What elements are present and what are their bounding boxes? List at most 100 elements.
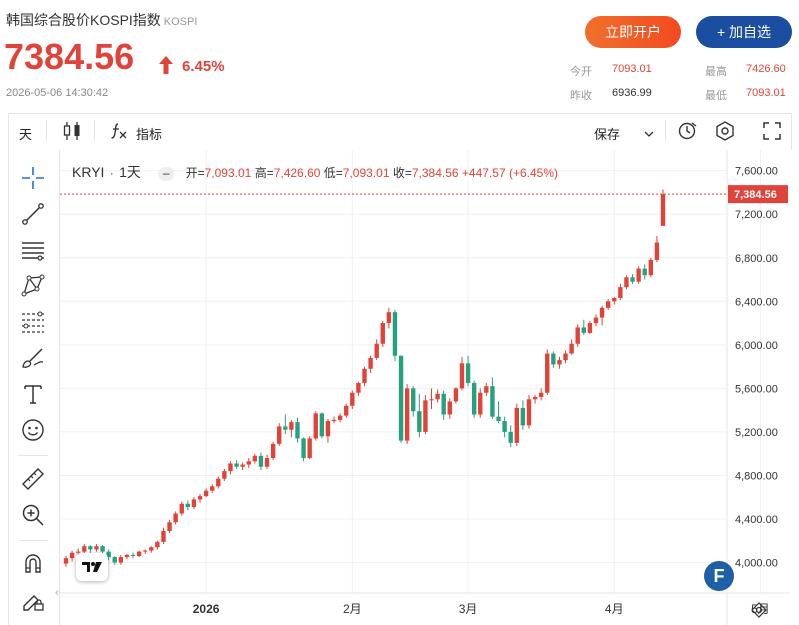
magnet-icon[interactable]	[18, 548, 48, 578]
candle-body	[545, 353, 550, 393]
stat-open-value: 7093.01	[612, 63, 652, 75]
crosshair-icon[interactable]	[18, 163, 48, 193]
candle-body	[82, 546, 87, 552]
candle-body	[398, 355, 404, 441]
candle-body	[642, 268, 647, 276]
candle-body	[246, 461, 251, 465]
collapse-legend-icon[interactable]: –	[158, 166, 175, 181]
open-account-button[interactable]: 立即开户	[585, 16, 681, 48]
candle-body	[478, 392, 483, 415]
candle-body	[587, 323, 593, 333]
candle-body	[526, 399, 532, 426]
last-price-text: 7,384.56	[734, 189, 777, 201]
collapse-handle-icon[interactable]: ‹	[55, 587, 59, 599]
legend-close: 7,384.56	[411, 166, 459, 180]
fullscreen-icon[interactable]	[762, 121, 782, 146]
pattern-icon[interactable]	[18, 271, 48, 301]
candle-body	[258, 455, 264, 467]
candles-icon[interactable]	[62, 120, 82, 147]
candle-body	[185, 503, 191, 508]
candle-body	[252, 455, 258, 462]
candle-body	[319, 413, 325, 437]
candle-body	[331, 419, 337, 422]
candle-body	[508, 431, 513, 443]
tradingview-logo[interactable]	[76, 553, 108, 581]
stat-prev-close-value: 6936.99	[612, 87, 652, 99]
y-tick-label: 7,200.00	[735, 209, 778, 221]
horizontal-lines-icon[interactable]	[18, 235, 48, 265]
candle-body	[307, 438, 312, 459]
stat-high-label: 最高	[705, 66, 727, 78]
candle-body	[344, 405, 349, 416]
candle-body	[465, 363, 471, 383]
legend-symbol[interactable]: KRYI	[72, 164, 105, 180]
candle-body	[453, 388, 459, 402]
x-tick-label: 2月	[343, 602, 362, 616]
current-price: 7384.56	[4, 36, 135, 77]
candle-body	[63, 558, 69, 564]
candle-body	[459, 363, 465, 389]
drawing-toolbar	[8, 150, 60, 625]
add-watchlist-button[interactable]: + 加自选	[696, 16, 792, 48]
zoom-in-icon[interactable]	[18, 500, 48, 530]
candle-body	[130, 554, 136, 556]
text-icon[interactable]	[18, 379, 48, 409]
last-price-label: 7,384.56	[728, 185, 788, 204]
candle-body	[569, 343, 574, 354]
save-button[interactable]: 保存	[594, 127, 621, 142]
stat-high-value: 7426.60	[746, 63, 786, 75]
chart-toolbar	[8, 113, 792, 150]
candle-body	[417, 411, 422, 432]
indicators-button[interactable]: 指标	[136, 127, 163, 142]
candle-body	[593, 317, 599, 324]
stat-open-label: 今开	[570, 66, 592, 78]
candle-body	[630, 277, 635, 282]
index-name: 韩国综合股价KOSPI指数	[6, 12, 161, 28]
fib-icon[interactable]	[18, 307, 48, 337]
alert-clock-icon[interactable]	[677, 120, 699, 147]
chevron-down-icon[interactable]	[644, 126, 654, 144]
legend-open-label: 开=	[185, 166, 205, 180]
candle-body	[167, 522, 172, 531]
floating-badge[interactable]: F	[704, 561, 734, 591]
y-tick-label: 6,400.00	[735, 296, 778, 308]
stat-prev-close-label: 昨收	[570, 90, 592, 102]
candle-body	[94, 546, 99, 550]
x-tick-label: 3月	[459, 602, 478, 616]
trendline-icon[interactable]	[18, 199, 48, 229]
candle-body	[216, 478, 221, 487]
lock-pen-icon[interactable]	[18, 585, 48, 615]
interval-selector[interactable]: 天	[19, 127, 33, 142]
legend-close-label: 收=	[392, 166, 412, 180]
candle-body	[240, 464, 245, 467]
candle-series	[63, 189, 666, 567]
candle-body	[100, 546, 105, 552]
candle-body	[575, 327, 580, 344]
last-price-tag	[728, 185, 788, 204]
chart-grid	[60, 150, 761, 593]
price-chart[interactable]: 7,600.00 7,200.00 6,800.00 6,400.00 6,000.00…	[60, 150, 790, 625]
axis-settings-icon[interactable]	[751, 602, 767, 618]
settings-hex-icon[interactable]	[714, 120, 736, 147]
legend-open: 7,093.01	[204, 166, 252, 180]
y-tick-label: 6,800.00	[735, 253, 778, 265]
candle-body	[197, 496, 203, 500]
y-tick-label: 4,800.00	[735, 470, 778, 482]
emoji-icon[interactable]	[18, 415, 48, 445]
index-code: KOSPI	[163, 16, 198, 28]
tool-divider	[18, 455, 48, 456]
candle-body	[557, 360, 562, 365]
fx-icon[interactable]	[110, 121, 130, 146]
candle-body	[496, 416, 501, 422]
ohlc-legend: KRYI · 1天 – 开=7,093.01 高=7,426.60 低=7,09…	[72, 162, 558, 182]
candle-body	[270, 443, 276, 459]
brush-icon[interactable]	[18, 343, 48, 373]
candle-body	[648, 259, 654, 276]
candle-body	[532, 397, 538, 400]
candle-body	[106, 551, 111, 558]
change-percent: 6.45%	[182, 58, 225, 75]
candle-body	[222, 471, 227, 479]
ruler-icon[interactable]	[18, 464, 48, 494]
candle-body	[618, 287, 623, 299]
candle-body	[386, 312, 392, 324]
